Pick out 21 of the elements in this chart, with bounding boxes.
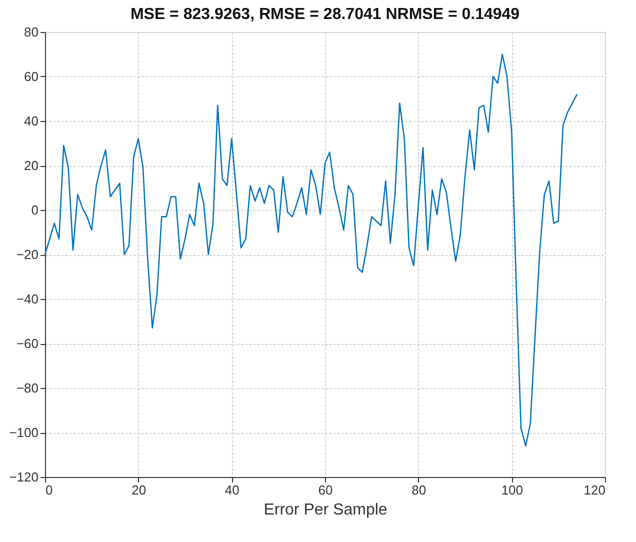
- line-series: [44, 54, 578, 446]
- chart-title: MSE = 823.9263, RMSE = 28.7041 NRMSE = 0.14949: [130, 6, 520, 23]
- y-tick-label: 60: [24, 69, 38, 84]
- x-tick-label: 120: [584, 482, 606, 498]
- x-tick-label: 80: [412, 482, 426, 498]
- y-tick-label: −60: [16, 336, 38, 351]
- x-axis-title: Error Per Sample: [264, 502, 388, 518]
- y-tick-label: −100: [9, 425, 38, 440]
- x-tick-label: 20: [132, 482, 146, 498]
- x-tick-label: 100: [501, 482, 524, 498]
- y-tick-label: 40: [24, 114, 38, 128]
- x-tick-label: 0: [46, 482, 53, 498]
- y-tick-label: −80: [16, 380, 38, 396]
- y-tick-label: −40: [16, 292, 38, 306]
- x-tick-label: 60: [318, 482, 333, 498]
- y-tick-label: −20: [16, 247, 38, 262]
- x-tick-label: 40: [224, 482, 240, 498]
- y-tick-label: 20: [24, 158, 38, 173]
- y-tick-label: −120: [9, 470, 38, 484]
- y-tick-label: 80: [24, 24, 38, 40]
- y-tick-label: 0: [31, 202, 38, 218]
